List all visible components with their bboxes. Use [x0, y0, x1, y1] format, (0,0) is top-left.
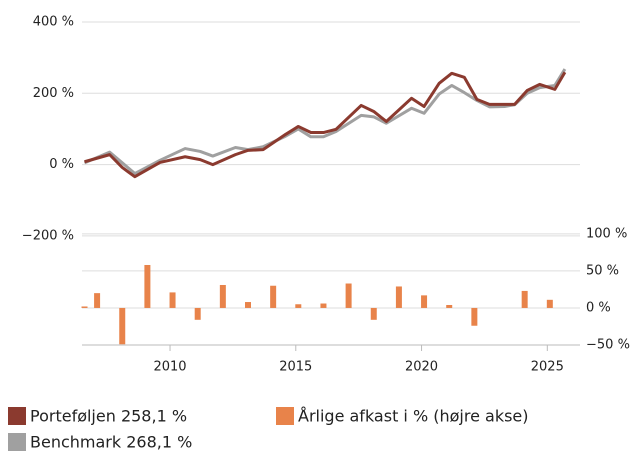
- bar: [446, 304, 453, 308]
- x-tick-label: 2025: [531, 360, 564, 375]
- legend-swatch: [8, 407, 26, 425]
- bar: [345, 283, 352, 308]
- y2-tick-label: 50 %: [586, 263, 619, 278]
- bar: [521, 290, 528, 308]
- bar: [119, 307, 126, 345]
- bar: [395, 286, 402, 308]
- legend-swatch: [8, 433, 26, 451]
- bar: [270, 285, 277, 308]
- y2-tick-label: −50 %: [586, 338, 630, 353]
- bar: [219, 284, 226, 308]
- bar: [94, 293, 101, 308]
- bar: [245, 302, 251, 308]
- y2-tick-label: 100 %: [586, 226, 627, 241]
- x-tick-label: 2020: [405, 360, 438, 375]
- legend-label: Årlige afkast i % (højre akse): [298, 407, 529, 426]
- line: [84, 71, 567, 179]
- line: [83, 68, 567, 176]
- legend-label: Porteføljen 258,1 %: [30, 407, 187, 426]
- x-tick-label: 2015: [279, 360, 312, 375]
- bar: [471, 307, 478, 326]
- y-tick-label: −200 %: [22, 228, 74, 243]
- y-tick-label: 400 %: [33, 15, 74, 30]
- bar: [169, 292, 176, 308]
- bar: [144, 264, 151, 308]
- bar: [320, 303, 327, 308]
- bar: [421, 295, 428, 308]
- bar: [194, 307, 201, 320]
- y-tick-label: 200 %: [33, 86, 74, 101]
- bar: [370, 307, 377, 320]
- bar: [295, 304, 302, 308]
- y-tick-label: 0 %: [49, 157, 74, 172]
- y2-tick-label: 0 %: [586, 300, 611, 315]
- bar: [81, 306, 88, 308]
- x-tick-label: 2010: [153, 360, 186, 375]
- legend-swatch: [276, 407, 294, 425]
- bar: [546, 299, 553, 308]
- legend-label: Benchmark 268,1 %: [30, 433, 192, 452]
